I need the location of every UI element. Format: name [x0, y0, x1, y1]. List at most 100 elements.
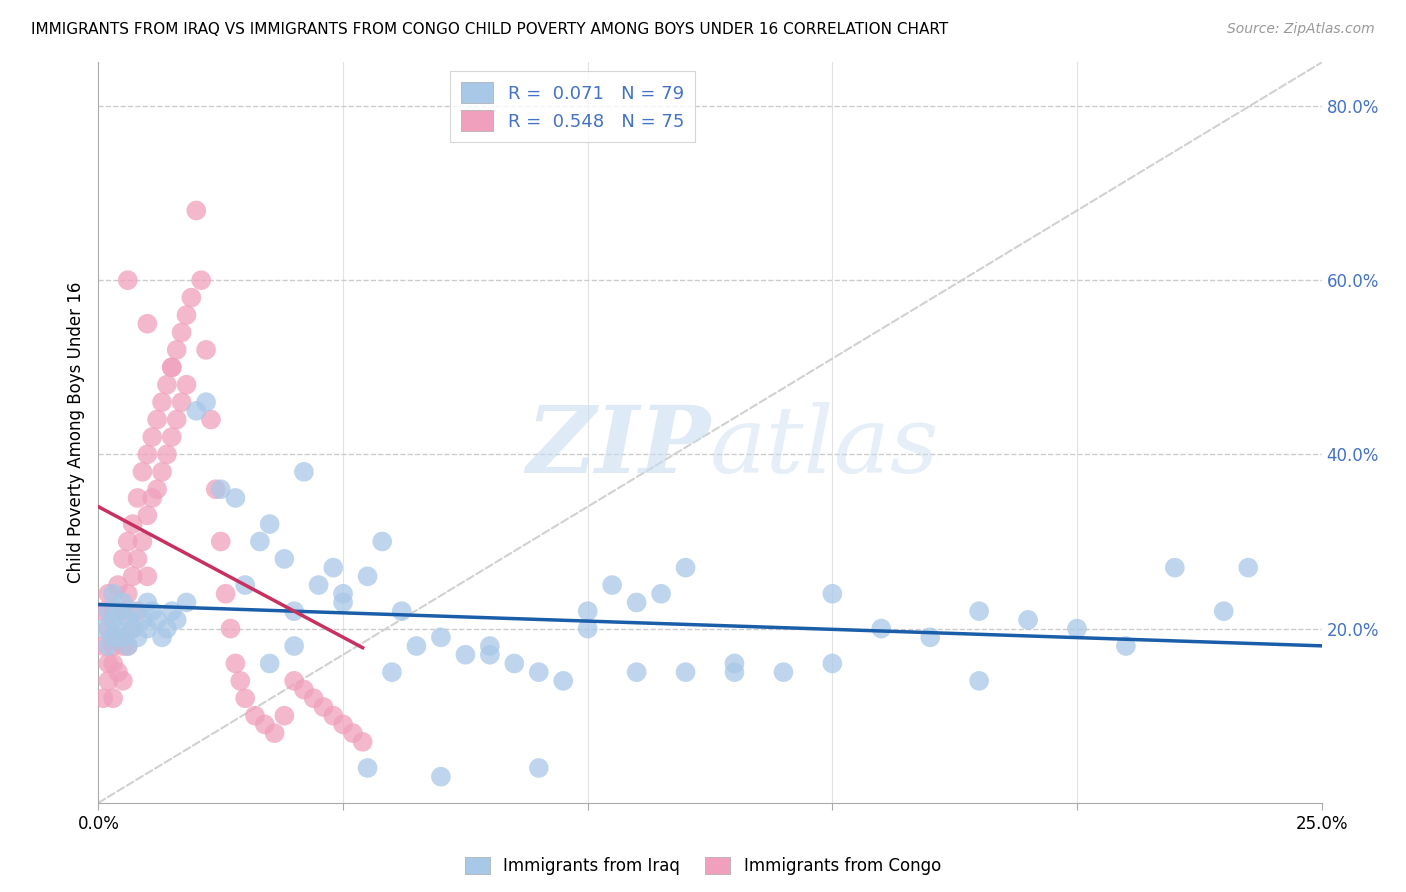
Point [146, 412, 169, 426]
Point [219, 622, 242, 636]
Point [259, 657, 281, 671]
Point [121, 622, 143, 636]
Point [131, 465, 153, 479]
Point [117, 639, 139, 653]
Point [626, 665, 648, 680]
Point [176, 595, 198, 609]
Point [190, 273, 212, 287]
Point [111, 595, 134, 609]
Point [576, 622, 599, 636]
Point [454, 648, 477, 662]
Point [160, 360, 183, 375]
Point [273, 708, 295, 723]
Point [967, 604, 990, 618]
Point [101, 639, 124, 653]
Point [176, 308, 198, 322]
Point [170, 326, 193, 340]
Point [117, 587, 139, 601]
Point [224, 491, 246, 505]
Point [312, 700, 335, 714]
Point [478, 648, 501, 662]
Point [1212, 604, 1234, 618]
Point [576, 604, 599, 618]
Point [160, 604, 183, 618]
Point [101, 630, 124, 644]
Point [626, 595, 648, 609]
Point [259, 517, 281, 532]
Point [356, 761, 378, 775]
Point [200, 412, 222, 426]
Point [967, 673, 990, 688]
Point [186, 404, 208, 418]
Point [283, 639, 305, 653]
Point [141, 491, 163, 505]
Point [111, 604, 134, 618]
Point [111, 630, 134, 644]
Point [127, 604, 149, 618]
Point [97, 639, 120, 653]
Point [214, 587, 236, 601]
Point [723, 665, 745, 680]
Point [131, 613, 153, 627]
Point [160, 360, 183, 375]
Point [156, 622, 179, 636]
Point [1017, 613, 1039, 627]
Point [107, 665, 129, 680]
Point [1066, 622, 1088, 636]
Point [156, 377, 179, 392]
Point [136, 447, 159, 461]
Point [675, 560, 697, 574]
Point [391, 604, 413, 618]
Point [91, 639, 114, 653]
Point [1237, 560, 1260, 574]
Text: IMMIGRANTS FROM IRAQ VS IMMIGRANTS FROM CONGO CHILD POVERTY AMONG BOYS UNDER 16 : IMMIGRANTS FROM IRAQ VS IMMIGRANTS FROM … [31, 22, 948, 37]
Point [101, 691, 124, 706]
Point [146, 482, 169, 496]
Point [141, 604, 163, 618]
Point [150, 395, 173, 409]
Point [292, 682, 315, 697]
Point [332, 595, 354, 609]
Point [371, 534, 394, 549]
Point [243, 708, 266, 723]
Point [160, 430, 183, 444]
Point [209, 482, 232, 496]
Point [101, 657, 124, 671]
Point [430, 770, 453, 784]
Point [332, 587, 354, 601]
Point [195, 395, 218, 409]
Point [101, 613, 124, 627]
Point [527, 665, 550, 680]
Point [91, 604, 114, 618]
Point [97, 622, 120, 636]
Point [121, 569, 143, 583]
Point [553, 673, 575, 688]
Point [107, 622, 129, 636]
Text: Source: ZipAtlas.com: Source: ZipAtlas.com [1227, 22, 1375, 37]
Point [675, 665, 697, 680]
Point [117, 613, 139, 627]
Point [186, 203, 208, 218]
Point [111, 639, 134, 653]
Point [283, 673, 305, 688]
Point [224, 657, 246, 671]
Point [141, 430, 163, 444]
Point [111, 552, 134, 566]
Point [821, 587, 844, 601]
Point [146, 613, 169, 627]
Point [920, 630, 942, 644]
Point [101, 604, 124, 618]
Point [166, 613, 188, 627]
Point [97, 657, 120, 671]
Y-axis label: Child Poverty Among Boys Under 16: Child Poverty Among Boys Under 16 [66, 282, 84, 583]
Point [322, 708, 344, 723]
Point [233, 578, 256, 592]
Point [150, 630, 173, 644]
Point [156, 447, 179, 461]
Point [91, 622, 114, 636]
Point [430, 630, 453, 644]
Point [356, 569, 378, 583]
Point [117, 534, 139, 549]
Point [1164, 560, 1187, 574]
Point [352, 735, 374, 749]
